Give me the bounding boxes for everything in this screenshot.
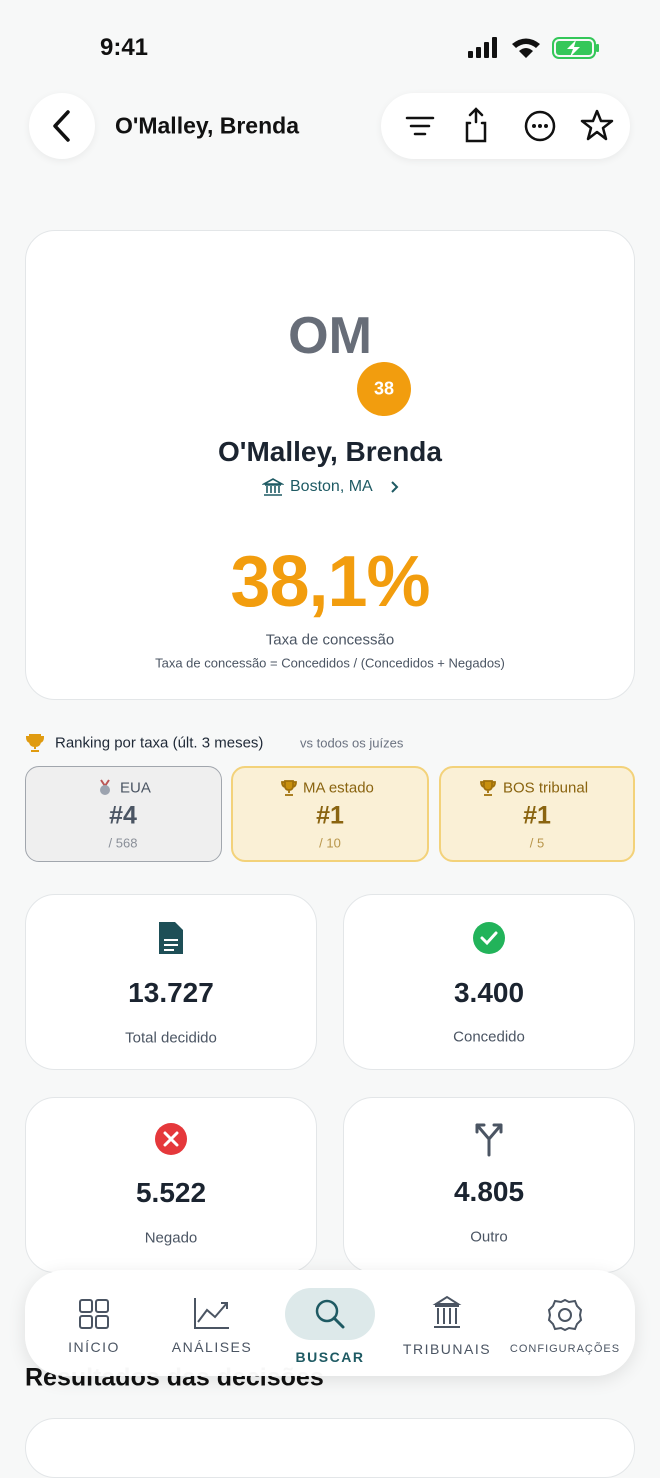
status-icons: [468, 37, 599, 59]
status-time: 9:41: [99, 34, 149, 61]
location-link[interactable]: Boston, MA: [290, 478, 373, 495]
stat-label: Total decidido: [125, 1029, 217, 1047]
rank-value: #4: [109, 801, 137, 830]
stat-label: Outro: [470, 1228, 508, 1246]
cross-icon: [155, 1123, 187, 1155]
court-icon: [262, 478, 284, 496]
rank-label: EUA: [120, 779, 151, 797]
stat-value: 13.727: [128, 977, 214, 1008]
document-icon: [159, 922, 183, 954]
stat-label: Negado: [144, 1229, 198, 1247]
active-tab-highlight: [285, 1288, 375, 1340]
check-icon: [473, 922, 505, 954]
split-icon: [475, 1123, 503, 1157]
tab-label[interactable]: TRIBUNAIS: [402, 1341, 492, 1357]
back-icon: [53, 110, 70, 142]
stat-value: 3.400: [453, 977, 525, 1008]
rank-total: / 10: [319, 835, 341, 851]
rank-card[interactable]: [231, 766, 429, 862]
stat-value: 4.805: [453, 1176, 525, 1207]
rank-label: MA estado: [303, 779, 374, 797]
ranking-subtitle: vs todos os juízes: [300, 735, 404, 751]
trophy-icon: [25, 734, 45, 752]
action-icons[interactable]: [381, 93, 630, 159]
initials: OM: [288, 307, 372, 365]
rank-total: / 568: [108, 835, 138, 851]
rate-label: Taxa de concessão: [265, 631, 395, 649]
trophy-icon: [480, 780, 496, 796]
stat-card: [25, 894, 317, 1070]
chevron: [391, 481, 399, 493]
stat-label: Concedido: [453, 1028, 525, 1046]
rank-total: / 5: [529, 835, 545, 851]
rate-formula: Taxa de concessão = Concedidos / (Conced…: [155, 655, 505, 671]
rank-card[interactable]: [25, 766, 222, 862]
grant-rate: 38,1%: [230, 542, 430, 622]
score-badge-text: 38: [373, 378, 395, 399]
back-button[interactable]: [29, 93, 95, 159]
tab-icons: [79, 1295, 583, 1332]
stat-card: [343, 1097, 635, 1273]
tab-label[interactable]: CONFIGURAÇÕES: [509, 1343, 621, 1355]
ranking-title: Ranking por taxa (últ. 3 meses): [55, 734, 264, 752]
tab-label[interactable]: BUSCAR: [295, 1349, 365, 1365]
tab-label[interactable]: ANÁLISES: [171, 1339, 253, 1355]
rank-value: #1: [316, 801, 344, 830]
score-badge: [357, 362, 411, 416]
profile-card: [25, 230, 635, 700]
header-title: O'Malley, Brenda: [115, 112, 299, 139]
stat-value: 5.522: [135, 1177, 207, 1208]
rank-card[interactable]: [439, 766, 635, 862]
trophy-icon: [281, 780, 297, 796]
rank-value: #1: [523, 801, 551, 830]
profile-name: O'Malley, Brenda: [218, 436, 442, 467]
medal-icon: [100, 779, 110, 795]
result-card: [25, 1418, 635, 1478]
action-bar: [381, 93, 630, 159]
screen: { "status": {"time": "9:41"}, "header": …: [25, 34, 635, 1478]
rank-label: BOS tribunal: [503, 779, 589, 797]
tab-label[interactable]: INÍCIO: [68, 1339, 120, 1355]
